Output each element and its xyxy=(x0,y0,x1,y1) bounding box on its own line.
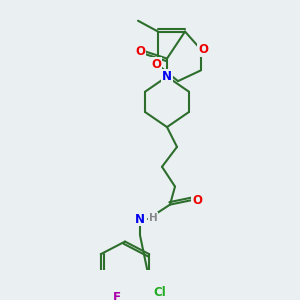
Text: O: O xyxy=(151,58,161,71)
Text: H: H xyxy=(148,213,158,223)
Text: F: F xyxy=(113,291,121,300)
Text: N: N xyxy=(162,70,172,83)
Text: O: O xyxy=(198,43,208,56)
Text: Cl: Cl xyxy=(154,286,166,298)
Text: O: O xyxy=(135,45,145,58)
Text: N: N xyxy=(135,212,145,226)
Text: O: O xyxy=(192,194,202,207)
